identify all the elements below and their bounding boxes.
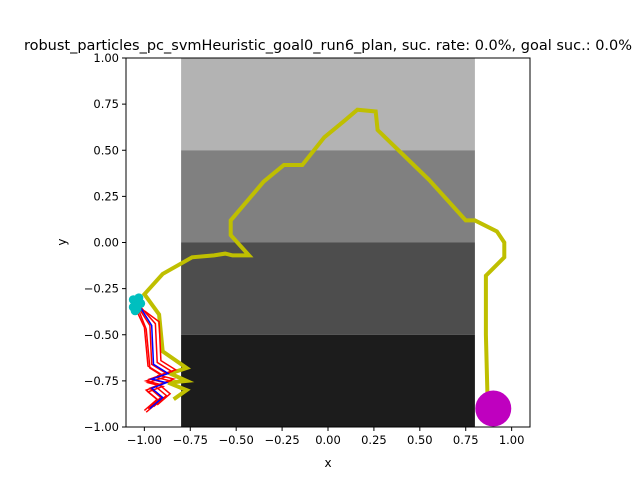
chart-title: robust_particles_pc_svmHeuristic_goal0_r…: [24, 38, 632, 54]
y-tick-label: −1.00: [84, 420, 119, 434]
x-tick-label: 0.25: [361, 433, 387, 447]
shaded-region-2: [181, 150, 475, 243]
y-tick-label: 0.00: [93, 236, 119, 250]
planned-path-line: [141, 107, 507, 409]
x-tick-label: 1.00: [499, 433, 525, 447]
data-series: [128, 107, 512, 427]
x-tick-label: 0.50: [407, 433, 433, 447]
y-tick-label: −0.50: [84, 328, 119, 342]
shaded-regions: [181, 58, 475, 427]
trajectory-line-6: [138, 304, 170, 410]
y-tick-label: 0.75: [93, 97, 119, 111]
shaded-region-3: [181, 242, 475, 335]
trajectory-line-5: [134, 301, 167, 413]
x-tick-label: −0.75: [173, 433, 208, 447]
y-axis-label: y: [55, 238, 69, 245]
particle-point-8: [134, 293, 144, 303]
x-axis-ticks: −1.00 −0.75 −0.50 −0.25 0.00 0.25 0.50 0.75 1.00: [127, 427, 525, 447]
y-tick-label: 0.50: [93, 143, 119, 157]
x-tick-label: −0.50: [219, 433, 254, 447]
x-axis-label: x: [324, 456, 331, 470]
goal-marker: [475, 390, 512, 427]
x-tick-label: 0.00: [315, 433, 341, 447]
particle-point-7: [130, 306, 140, 316]
y-tick-label: −0.25: [84, 282, 119, 296]
trajectory-line-4: [143, 310, 178, 406]
x-tick-label: −1.00: [127, 433, 162, 447]
y-tick-label: 1.00: [93, 51, 119, 65]
x-tick-label: 0.75: [453, 433, 479, 447]
y-tick-label: 0.25: [93, 189, 119, 203]
y-axis-ticks: −1.00 −0.75 −0.50 −0.25 0.00 0.25 0.50 0.75 1.00: [84, 51, 126, 434]
y-tick-label: −0.75: [84, 374, 119, 388]
shaded-region-4: [181, 334, 475, 427]
x-tick-label: −0.25: [264, 433, 299, 447]
